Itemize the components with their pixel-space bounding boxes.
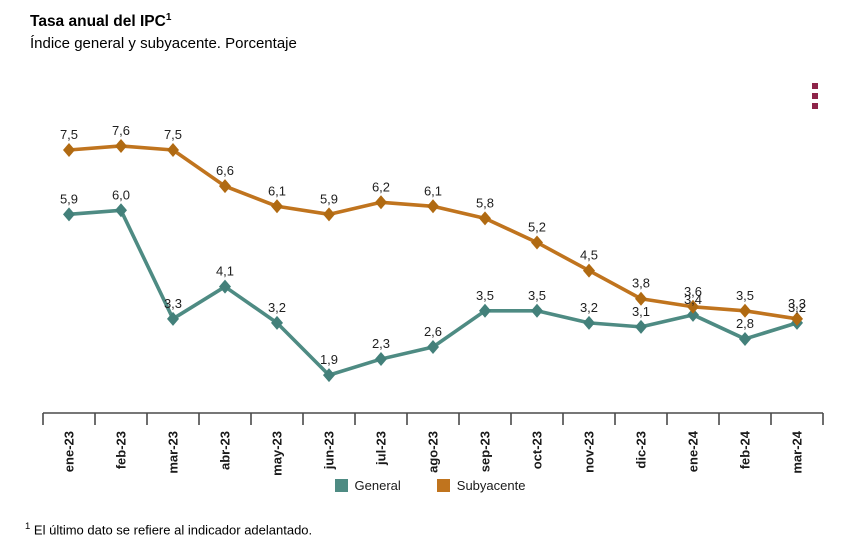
page-title-text: Tasa anual del IPC [30, 13, 166, 31]
page-title-superscript: 1 [165, 12, 172, 23]
value-label-general-oct-23: 3,5 [528, 288, 546, 303]
data-point-general-oct-23[interactable] [531, 303, 543, 318]
value-label-subyacente-feb-24: 3,5 [736, 288, 754, 303]
legend-swatch-subyacente [436, 479, 450, 492]
legend-label-subyacente: Subyacente [456, 478, 526, 493]
data-point-general-feb-23[interactable] [115, 203, 127, 218]
footnote: 1 El último dato se refiere al indicador… [25, 521, 312, 537]
value-label-subyacente-jul-23: 6,2 [372, 179, 390, 194]
value-label-general-jul-23: 2,3 [372, 336, 390, 351]
value-label-general-ago-23: 2,6 [424, 324, 442, 339]
x-axis-label-feb-24: feb-24 [738, 430, 753, 469]
x-axis-label-mar-23: mar-23 [166, 431, 181, 474]
kebab-menu-icon[interactable] [812, 83, 820, 109]
x-axis [42, 412, 824, 425]
data-point-general-nov-23[interactable] [583, 315, 595, 330]
value-label-general-mar-23: 3,3 [164, 296, 182, 311]
kebab-dot [812, 103, 818, 109]
value-label-general-ene-24: 3,4 [684, 292, 702, 307]
data-point-general-ago-23[interactable] [427, 339, 439, 354]
value-label-subyacente-jun-23: 5,9 [320, 191, 338, 206]
x-axis-label-dic-23: dic-23 [634, 431, 649, 469]
x-axis-label-mar-24: mar-24 [790, 430, 805, 473]
value-label-general-abr-23: 4,1 [216, 264, 234, 279]
data-point-general-ene-24[interactable] [687, 307, 699, 322]
page-title: Tasa anual del IPC1 [30, 12, 171, 31]
value-label-general-nov-23: 3,2 [580, 300, 598, 315]
value-label-subyacente-may-23: 6,1 [268, 183, 286, 198]
x-axis-label-oct-23: oct-23 [530, 431, 545, 469]
data-point-subyacente-mar-24[interactable] [791, 311, 803, 326]
x-axis-label-ago-23: ago-23 [426, 431, 441, 473]
value-label-subyacente-mar-24: 3,3 [788, 296, 806, 311]
data-point-subyacente-abr-23[interactable] [219, 179, 231, 194]
data-point-general-may-23[interactable] [271, 315, 283, 330]
value-label-subyacente-ene-24: 3,6 [684, 284, 702, 299]
data-point-subyacente-sep-23[interactable] [479, 211, 491, 226]
value-label-general-feb-24: 2,8 [736, 316, 754, 331]
value-label-general-sep-23: 3,5 [476, 288, 494, 303]
data-point-subyacente-jun-23[interactable] [323, 207, 335, 222]
value-label-subyacente-ago-23: 6,1 [424, 183, 442, 198]
value-label-subyacente-abr-23: 6,6 [216, 163, 234, 178]
kebab-dot [812, 83, 818, 89]
footnote-superscript: 1 [25, 521, 31, 532]
legend-swatch-general [334, 479, 348, 492]
kebab-dot [812, 93, 818, 99]
data-point-general-dic-23[interactable] [635, 319, 647, 334]
page-subtitle: Índice general y subyacente. Porcentaje [30, 35, 297, 52]
data-point-general-jun-23[interactable] [323, 368, 335, 383]
value-label-subyacente-oct-23: 5,2 [528, 219, 546, 234]
value-label-subyacente-feb-23: 7,6 [112, 123, 130, 138]
data-point-subyacente-ene-23[interactable] [63, 143, 75, 157]
data-point-subyacente-feb-24[interactable] [739, 303, 751, 318]
value-label-general-ene-23: 5,9 [60, 191, 78, 206]
value-label-subyacente-ene-23: 7,5 [60, 127, 78, 142]
data-point-general-feb-24[interactable] [739, 331, 751, 346]
value-label-general-feb-23: 6,0 [112, 187, 130, 202]
legend-label-general: General [354, 478, 401, 493]
legend-item-general: General [334, 478, 401, 493]
value-label-general-may-23: 3,2 [268, 300, 286, 315]
data-point-subyacente-feb-23[interactable] [115, 138, 127, 153]
value-label-subyacente-dic-23: 3,8 [632, 276, 650, 291]
footnote-body: El último dato se refiere al indicador a… [33, 522, 313, 538]
data-point-subyacente-ago-23[interactable] [427, 199, 439, 214]
x-axis-label-may-23: may-23 [270, 431, 285, 476]
data-point-subyacente-oct-23[interactable] [531, 235, 543, 250]
x-axis-label-feb-23: feb-23 [114, 431, 129, 469]
x-axis-label-nov-23: nov-23 [582, 431, 597, 473]
value-label-subyacente-nov-23: 4,5 [580, 248, 598, 263]
data-point-general-ene-23[interactable] [63, 207, 75, 222]
x-axis-label-jun-23: jun-23 [322, 431, 337, 470]
value-label-general-jun-23: 1,9 [320, 352, 338, 367]
value-label-general-mar-24: 3,2 [788, 300, 806, 315]
data-point-subyacente-nov-23[interactable] [583, 263, 595, 278]
value-label-subyacente-sep-23: 5,8 [476, 195, 494, 210]
x-axis-label-ene-24: ene-24 [686, 430, 701, 472]
x-axis-label-sep-23: sep-23 [478, 431, 493, 472]
data-point-general-mar-23[interactable] [167, 311, 179, 326]
x-axis-label-jul-23: jul-23 [374, 431, 389, 466]
data-point-subyacente-ene-24[interactable] [687, 299, 699, 314]
value-label-general-dic-23: 3,1 [632, 304, 650, 319]
x-axis-label-ene-23: ene-23 [62, 431, 77, 472]
data-point-subyacente-may-23[interactable] [271, 199, 283, 214]
chart-legend: General Subyacente [0, 478, 860, 493]
data-point-general-abr-23[interactable] [219, 279, 231, 294]
data-point-subyacente-dic-23[interactable] [635, 291, 647, 306]
value-label-subyacente-mar-23: 7,5 [164, 127, 182, 142]
legend-item-subyacente: Subyacente [436, 478, 526, 493]
data-point-general-jul-23[interactable] [375, 352, 387, 367]
x-axis-label-abr-23: abr-23 [218, 431, 233, 470]
data-point-general-sep-23[interactable] [479, 303, 491, 318]
data-point-subyacente-mar-23[interactable] [167, 143, 179, 157]
data-point-subyacente-jul-23[interactable] [375, 195, 387, 210]
